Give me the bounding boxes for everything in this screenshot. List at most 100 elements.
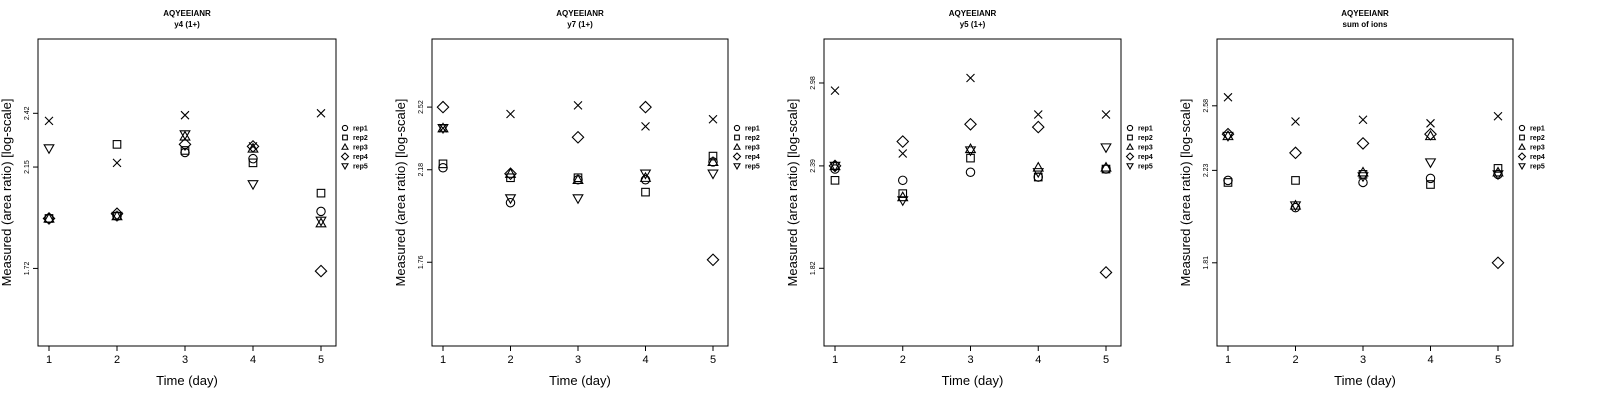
data-point-rep5 — [829, 161, 841, 172]
plot-frame — [431, 38, 729, 347]
x-tick-label: 4 — [250, 354, 256, 366]
data-point-rep5 — [111, 211, 123, 223]
legend-marker-rep3 — [733, 142, 741, 150]
data-point-series6 — [1101, 110, 1111, 119]
y-tick-label: 1.82 — [810, 261, 817, 275]
chart-title: AQYEEIANR — [1341, 9, 1389, 18]
x-tick-label: 4 — [642, 354, 648, 366]
data-point-rep3 — [43, 212, 55, 223]
data-point-rep5 — [964, 146, 977, 157]
data-point-rep3 — [315, 217, 327, 228]
data-point-series6 — [708, 114, 718, 124]
data-point-rep4 — [504, 167, 517, 181]
y-tick-label: 2.98 — [810, 76, 817, 90]
y-axis-label: Measured (area ratio) [log-scale] — [0, 99, 14, 287]
data-point-series6 — [573, 101, 583, 110]
data-point-rep1 — [1101, 164, 1111, 174]
legend-marker-rep4 — [1517, 152, 1527, 161]
data-point-rep5 — [247, 180, 259, 191]
data-point-rep3 — [707, 155, 719, 167]
legend-label-rep3: rep3 — [1530, 145, 1545, 152]
data-point-rep2 — [898, 189, 908, 198]
data-point-rep4 — [1289, 146, 1302, 160]
x-tick-label: 3 — [1360, 354, 1366, 366]
x-tick-label: 2 — [507, 354, 513, 366]
data-point-rep5 — [1357, 172, 1369, 183]
x-tick-label: 1 — [440, 354, 446, 366]
legend-marker-rep5 — [1126, 163, 1134, 171]
data-point-rep4 — [1491, 256, 1505, 270]
data-point-rep4 — [706, 253, 720, 267]
legend-marker-rep2 — [1127, 134, 1133, 141]
x-tick-label: 4 — [1035, 354, 1041, 366]
y-tick-label: 2.15 — [24, 160, 31, 174]
data-point-rep2 — [180, 146, 190, 155]
x-tick-label: 1 — [1225, 354, 1231, 366]
data-point-rep2 — [641, 187, 650, 197]
data-point-series6 — [248, 142, 258, 151]
chart-panel-1: AQYEEIANR y4 (1+) 1 2 3 4 5 1.72 2.15 2.42 Time (d… — [0, 9, 368, 388]
data-point-rep2 — [830, 175, 840, 185]
y-tick-label: 2.58 — [1203, 99, 1210, 113]
legend-label-rep3: rep3 — [745, 145, 760, 152]
data-point-rep4 — [896, 135, 910, 148]
data-point-rep4 — [246, 139, 260, 153]
data-point-rep2 — [708, 151, 718, 161]
y-axis-label: Measured (area ratio) [log-scale] — [1178, 99, 1193, 287]
legend-marker-rep4 — [1125, 152, 1135, 161]
data-point-rep3 — [1357, 166, 1369, 177]
data-point-rep5 — [1492, 170, 1504, 181]
data-point-rep1 — [965, 167, 976, 177]
legend-label-rep2: rep2 — [353, 135, 368, 142]
legend-marker-rep1 — [341, 124, 349, 132]
legend-label-rep1: rep1 — [745, 126, 760, 133]
data-point-rep3 — [504, 167, 517, 178]
data-point-rep5 — [1424, 158, 1437, 169]
data-point-rep5 — [504, 194, 517, 205]
data-point-rep4 — [42, 212, 56, 225]
data-point-rep4 — [1356, 136, 1370, 150]
plot-frame — [823, 38, 1122, 347]
x-tick-label: 2 — [900, 354, 906, 366]
data-point-rep2 — [112, 140, 122, 149]
data-point-series6 — [1033, 110, 1043, 119]
legend-label-rep1: rep1 — [353, 126, 368, 133]
chart-panel-4: AQYEEIANR sum of ions 1 2 3 4 5 1.81 2.23 2.58 Tim… — [1178, 9, 1545, 388]
legend-marker-rep4 — [732, 152, 742, 161]
data-point-series6 — [506, 109, 515, 119]
legend-marker-rep3 — [1126, 142, 1134, 150]
data-point-series6 — [112, 158, 122, 168]
data-point-rep5 — [179, 130, 191, 141]
data-point-series6 — [898, 149, 908, 158]
legend-label-rep2: rep2 — [745, 135, 760, 142]
data-point-rep5 — [43, 144, 55, 155]
plot-frame — [37, 38, 337, 347]
x-axis-label: Time (day) — [549, 373, 611, 388]
y-tick-label: 2.23 — [1203, 163, 1210, 177]
legend-marker-rep5 — [1518, 163, 1526, 171]
data-point-rep1 — [316, 206, 326, 217]
data-point-rep2 — [248, 158, 258, 168]
x-tick-label: 1 — [832, 354, 838, 366]
data-point-rep5 — [437, 124, 449, 135]
x-axis-label: Time (day) — [156, 373, 218, 388]
y-tick-label: 2.39 — [810, 159, 817, 173]
x-axis-label: Time (day) — [942, 373, 1004, 388]
x-tick-label: 4 — [1427, 354, 1433, 366]
data-point-series6 — [316, 108, 326, 118]
data-point-rep2 — [438, 159, 448, 169]
data-point-rep3 — [572, 173, 584, 184]
data-point-rep5 — [1100, 143, 1112, 154]
data-point-rep4 — [436, 100, 450, 114]
legend-label-rep2: rep2 — [1530, 135, 1545, 142]
data-point-series6 — [438, 123, 448, 133]
legend-label-rep4: rep4 — [353, 154, 368, 161]
legend-label-rep5: rep5 — [353, 164, 368, 171]
y-tick-label: 2.52 — [418, 100, 425, 114]
data-point-rep2 — [1033, 172, 1043, 182]
plot-frame — [1216, 38, 1514, 347]
legend-marker-rep1 — [733, 124, 741, 132]
data-point-rep5 — [315, 216, 327, 227]
y-tick-label: 1.72 — [24, 262, 31, 276]
